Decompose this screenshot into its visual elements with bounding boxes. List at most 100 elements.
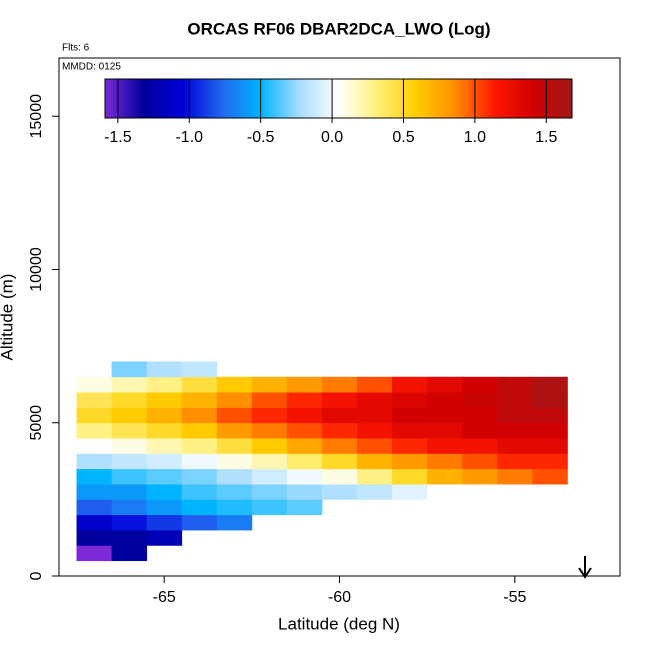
- heat-cell: [392, 468, 428, 485]
- colorbar: -1.5 -1.0 -0.5 0.0 0.5 1.0 1.5: [104, 78, 573, 146]
- heat-cell: [146, 514, 183, 531]
- heat-cell: [286, 453, 323, 470]
- heat-cell: [251, 499, 288, 516]
- heat-cell: [321, 453, 358, 470]
- heat-cell: [286, 468, 323, 485]
- x-tick-label: -65: [153, 589, 176, 606]
- heat-cell: [321, 392, 358, 408]
- heat-cell: [321, 407, 358, 424]
- heat-cell: [532, 422, 568, 439]
- heat-cell: [216, 392, 253, 408]
- heat-cell: [321, 422, 358, 439]
- heat-cell: [462, 422, 498, 439]
- heat-cell: [427, 484, 463, 500]
- heat-cell: [216, 438, 253, 454]
- colorbar-gradient: [104, 78, 573, 119]
- heat-cell: [251, 453, 288, 470]
- heat-cell: [532, 392, 568, 408]
- heat-cell: [181, 422, 218, 439]
- x-tick-label: -60: [328, 589, 351, 606]
- heat-cell: [181, 468, 218, 485]
- heat-cell: [146, 438, 183, 454]
- heat-cell: [76, 530, 112, 546]
- heat-cell: [76, 484, 112, 500]
- heat-cell: [321, 376, 358, 393]
- colorbar-tick-label: 0.5: [392, 129, 414, 146]
- heat-cell: [392, 438, 428, 454]
- heat-cell: [146, 484, 183, 500]
- heat-cell: [462, 392, 498, 408]
- heat-cell: [181, 361, 218, 378]
- heat-cell: [111, 530, 148, 546]
- heat-cell: [76, 376, 112, 393]
- heat-cell: [286, 499, 323, 516]
- heat-cell: [146, 392, 183, 408]
- heat-cell: [357, 438, 393, 454]
- heatmap: [76, 361, 568, 562]
- heat-cell: [251, 407, 288, 424]
- heat-cell: [216, 514, 253, 531]
- heat-cell: [76, 392, 112, 408]
- heat-cell: [181, 407, 218, 424]
- heat-cell: [76, 468, 112, 485]
- heat-cell: [251, 422, 288, 439]
- heat-cell: [497, 376, 533, 393]
- heat-cell: [76, 422, 112, 439]
- heat-cell: [146, 407, 183, 424]
- x-axis-label: Latitude (deg N): [278, 614, 400, 633]
- date-note: MMDD: 0125: [62, 62, 121, 73]
- heat-cell: [427, 453, 463, 470]
- heat-cell: [251, 484, 288, 500]
- colorbar-tick-label: -0.5: [247, 129, 275, 146]
- heat-cell: [111, 422, 148, 439]
- heat-cell: [111, 392, 148, 408]
- heat-cell: [111, 514, 148, 531]
- heat-cell: [462, 453, 498, 470]
- heat-cell: [111, 438, 148, 454]
- heat-cell: [392, 407, 428, 424]
- flights-note: Flts: 6: [62, 43, 90, 54]
- heat-cell: [427, 392, 463, 408]
- heat-cell: [251, 438, 288, 454]
- heat-cell: [146, 499, 183, 516]
- heat-cell: [357, 376, 393, 393]
- heat-cell: [146, 422, 183, 439]
- heat-cell: [251, 392, 288, 408]
- heat-cell: [76, 453, 112, 470]
- heat-cell: [357, 422, 393, 439]
- heat-cell: [111, 545, 148, 562]
- y-axis-label: Altitude (m): [0, 274, 16, 361]
- heat-cell: [251, 468, 288, 485]
- heat-cell: [111, 453, 148, 470]
- heat-cell: [427, 438, 463, 454]
- heat-cell: [216, 468, 253, 485]
- heat-cell: [462, 376, 498, 393]
- heat-cell: [76, 514, 112, 531]
- heat-cell: [357, 468, 393, 485]
- heat-cell: [321, 438, 358, 454]
- x-tick-label: -55: [503, 589, 526, 606]
- heat-cell: [286, 407, 323, 424]
- heat-cell: [111, 484, 148, 500]
- heat-cell: [76, 407, 112, 424]
- heat-cell: [181, 514, 218, 531]
- chart-title: ORCAS RF06 DBAR2DCA_LWO (Log): [187, 19, 490, 38]
- heat-cell: [392, 484, 428, 500]
- colorbar-tick-label: 0.0: [321, 129, 343, 146]
- heat-cell: [427, 468, 463, 485]
- colorbar-tick-label: 1.0: [464, 129, 486, 146]
- heat-cell: [392, 453, 428, 470]
- heat-cell: [427, 422, 463, 439]
- heat-cell: [216, 499, 253, 516]
- heat-cell: [497, 438, 533, 454]
- heat-cell: [181, 499, 218, 516]
- colorbar-tick-label: 1.5: [535, 129, 557, 146]
- heat-cell: [427, 376, 463, 393]
- heat-cell: [76, 545, 112, 562]
- heat-cell: [111, 499, 148, 516]
- heat-cell: [532, 438, 568, 454]
- heat-cell: [392, 376, 428, 393]
- heat-cell: [497, 407, 533, 424]
- heat-cell: [146, 376, 183, 393]
